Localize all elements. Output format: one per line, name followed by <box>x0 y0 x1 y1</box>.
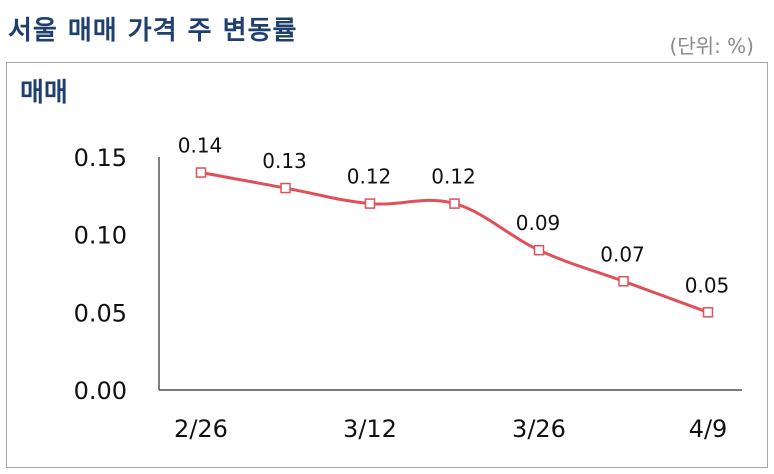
data-label: 0.05 <box>685 273 730 297</box>
data-point <box>533 244 545 256</box>
data-label: 0.12 <box>347 165 392 189</box>
x-tick-label: 3/12 <box>343 415 397 443</box>
data-markers <box>195 167 714 318</box>
data-point <box>280 182 291 194</box>
chart-title: 서울 매매 가격 주 변동률 <box>8 16 298 46</box>
data-point <box>702 307 714 318</box>
x-tick-label: 3/26 <box>512 415 566 443</box>
data-label: 0.13 <box>262 149 307 173</box>
chart-axes <box>158 157 742 391</box>
unit-label: (단위: %) <box>669 34 754 58</box>
y-axis-ticks: 0.00 0.05 0.10 0.15 <box>74 144 127 405</box>
y-tick-label: 0.05 <box>74 299 127 327</box>
data-label: 0.07 <box>600 242 645 266</box>
data-label: 0.09 <box>516 211 561 235</box>
data-point <box>195 167 207 178</box>
y-tick-label: 0.00 <box>74 377 127 405</box>
data-point <box>364 198 376 209</box>
panel-label: 매매 <box>20 78 68 108</box>
y-tick-label: 0.10 <box>74 222 127 250</box>
x-axis-ticks: 2/26 3/12 3/26 4/9 <box>174 415 727 443</box>
data-labels: 0.14 0.13 0.12 0.12 0.09 0.07 0.05 <box>178 134 730 298</box>
data-label: 0.14 <box>178 134 223 158</box>
x-tick-label: 4/9 <box>689 415 728 443</box>
y-tick-label: 0.15 <box>74 144 127 172</box>
data-label: 0.12 <box>431 165 476 189</box>
x-tick-label: 2/26 <box>174 415 228 443</box>
data-point <box>449 198 460 209</box>
data-point <box>618 276 629 287</box>
chart-panel <box>6 62 768 468</box>
